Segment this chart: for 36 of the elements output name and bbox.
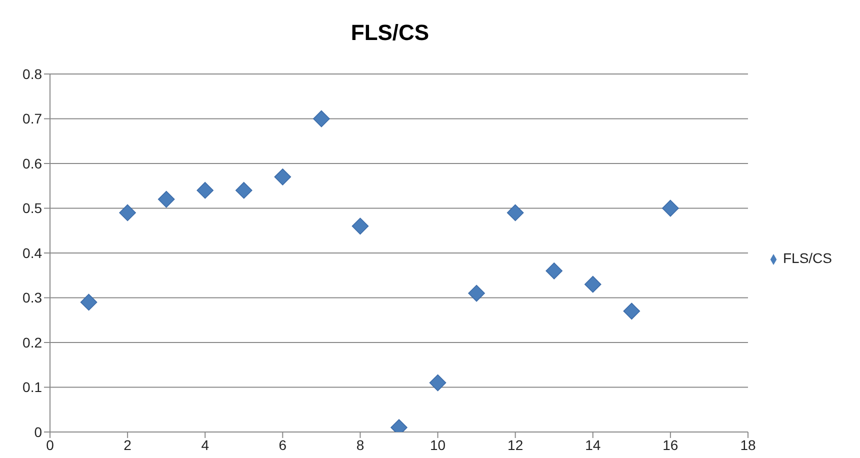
y-tick-label: 0.8: [22, 66, 42, 82]
y-tick-label: 0.2: [22, 334, 42, 350]
point: [546, 262, 562, 280]
x-tick-label: 0: [46, 436, 54, 453]
point: [584, 276, 602, 293]
point: [158, 190, 175, 208]
point: [274, 168, 292, 186]
x-tick-label: 6: [278, 436, 287, 453]
legend-label: FLS/CS: [782, 250, 832, 266]
point: [352, 218, 369, 235]
x-tick-label: 8: [356, 436, 364, 453]
y-tick-label: 0: [34, 424, 42, 440]
x-tick-label: 2: [124, 436, 132, 453]
point: [196, 182, 214, 199]
x-tick-label: 16: [662, 436, 678, 453]
x-tick-label: 4: [201, 436, 210, 453]
y-tick-label: 0.5: [22, 200, 42, 216]
point: [119, 204, 136, 222]
point: [80, 294, 98, 311]
point: [235, 182, 252, 199]
x-tick-label: 10: [430, 436, 446, 453]
y-tick-label: 0.3: [22, 290, 42, 306]
y-tick-label: 0.1: [22, 379, 42, 396]
chart-title: FLS/CS: [350, 19, 430, 47]
point: [506, 204, 524, 222]
x-tick-label: 14: [585, 436, 601, 453]
y-tick-label: 0.4: [22, 244, 42, 261]
point: [429, 374, 446, 392]
y-tick-label: 0.7: [22, 110, 42, 127]
point: [313, 110, 330, 128]
point: [468, 284, 485, 302]
x-tick-label: 18: [740, 436, 756, 453]
y-tick-label: 0.6: [22, 155, 42, 172]
x-tick-label: 12: [508, 436, 524, 453]
point: [662, 200, 679, 217]
point: [623, 302, 640, 320]
